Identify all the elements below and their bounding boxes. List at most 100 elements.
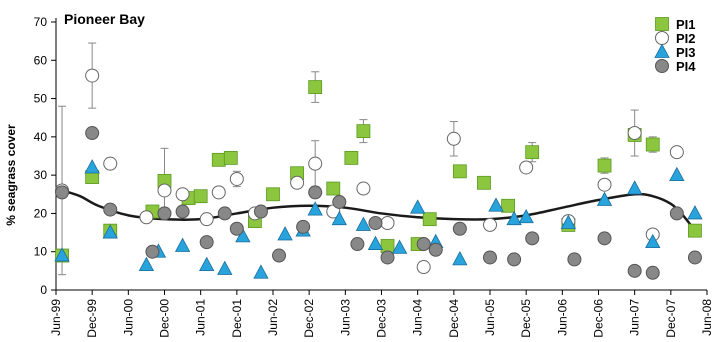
data-point-pi4 [567, 252, 582, 267]
x-tick-label: Jun-07 [628, 299, 642, 336]
data-point-pi4 [350, 237, 365, 252]
data-point-pi4 [332, 194, 347, 209]
y-axis-label: % seagrass cover [4, 124, 18, 226]
data-point-pi4 [483, 250, 497, 265]
legend-item-pi4: PI4 [655, 59, 696, 74]
data-point-pi4 [272, 248, 287, 263]
data-point-pi1 [501, 198, 515, 213]
data-point-pi1 [688, 223, 702, 238]
legend-item-pi3: PI3 [654, 43, 696, 60]
data-point-pi1 [597, 158, 612, 173]
data-point-pi1 [452, 164, 467, 179]
data-point-pi4 [507, 252, 522, 267]
series-pi4 [55, 126, 702, 280]
x-tick-label: Dec-06 [592, 299, 606, 338]
x-tick-label: Jun-00 [121, 299, 135, 336]
data-point-pi2 [175, 187, 190, 202]
data-point-pi3 [217, 260, 233, 275]
data-point-pi2 [85, 68, 100, 83]
data-point-pi1 [356, 124, 371, 139]
data-point-pi2 [308, 156, 323, 171]
data-point-pi2 [157, 183, 172, 198]
x-tick-label: Jun-01 [194, 299, 208, 336]
data-point-pi3 [235, 228, 251, 243]
legend-label-pi1: PI1 [676, 17, 696, 32]
data-point-pi1 [422, 212, 437, 227]
data-point-pi3 [174, 237, 191, 252]
y-tick-label: 50 [34, 92, 48, 106]
data-point-pi3 [355, 216, 372, 231]
legend-item-pi2: PI2 [655, 31, 696, 46]
data-points [54, 68, 703, 280]
data-point-pi4 [103, 202, 118, 217]
y-tick-label: 30 [34, 168, 48, 182]
data-point-pi3 [506, 210, 522, 226]
legend-label-pi2: PI2 [676, 31, 696, 46]
series-pi2 [55, 68, 684, 275]
data-point-pi4 [157, 206, 172, 221]
x-tick-label: Dec-01 [230, 299, 244, 338]
data-point-pi3 [54, 247, 70, 262]
data-point-pi2 [627, 126, 642, 141]
y-tick-label: 70 [34, 15, 48, 29]
data-point-pi1 [344, 151, 359, 165]
legend-label-pi3: PI3 [676, 45, 696, 60]
data-point-pi1 [223, 151, 238, 165]
data-point-pi4 [669, 206, 684, 221]
data-point-pi1 [326, 181, 341, 196]
x-tick-label: Dec-03 [375, 299, 389, 338]
legend-marker-pi2 [655, 31, 669, 45]
data-point-pi4 [85, 126, 100, 141]
data-point-pi2 [103, 156, 118, 171]
data-point-pi4 [308, 185, 323, 200]
data-point-pi4 [687, 250, 702, 265]
data-point-pi4 [452, 221, 467, 236]
data-point-pi3 [669, 166, 685, 182]
data-point-pi2 [597, 177, 612, 192]
data-point-pi4 [380, 250, 395, 265]
x-tick-label: Jun-08 [700, 299, 714, 336]
data-point-pi4 [428, 242, 443, 257]
x-tick-label: Jun-99 [49, 299, 63, 336]
data-point-pi4 [627, 263, 642, 278]
data-point-pi3 [367, 235, 384, 250]
legend-marker-pi4 [655, 59, 669, 73]
data-point-pi3 [488, 197, 504, 212]
data-point-pi1 [211, 152, 226, 167]
data-point-pi4 [217, 206, 232, 221]
x-tick-label: Dec-99 [85, 299, 99, 338]
y-tick-label: 0 [40, 283, 47, 297]
data-point-pi2 [416, 260, 431, 275]
y-tick-label: 10 [34, 245, 48, 259]
data-point-pi4 [175, 204, 190, 219]
data-point-pi2 [290, 175, 305, 190]
data-point-pi4 [145, 244, 160, 259]
legend-marker-pi3 [654, 43, 670, 58]
data-point-pi2 [483, 217, 497, 232]
data-point-pi3 [687, 205, 703, 220]
x-tick-label: Jun-02 [266, 299, 280, 336]
data-point-pi4 [229, 221, 244, 236]
data-point-pi3 [452, 251, 468, 266]
data-point-pi3 [84, 159, 100, 174]
data-point-pi3 [331, 210, 347, 226]
data-point-pi1 [477, 175, 491, 190]
data-point-pi3 [409, 199, 426, 214]
x-tick-label: Dec-00 [158, 299, 172, 338]
legend-item-pi1: PI1 [655, 17, 696, 32]
x-tick-label: Jun-04 [411, 299, 425, 336]
data-point-pi3 [253, 264, 269, 279]
x-tick-label: Jun-05 [483, 299, 497, 336]
data-point-pi1 [525, 145, 540, 160]
y-tick-label: 40 [34, 130, 48, 144]
data-point-pi4 [368, 216, 383, 230]
data-point-pi2 [229, 171, 244, 186]
x-tick-label: Jun-03 [338, 299, 352, 336]
data-point-pi3 [626, 180, 643, 195]
data-point-pi3 [102, 224, 118, 239]
x-tick-label: Jun-06 [555, 299, 569, 336]
x-tick-label: Dec-02 [302, 299, 316, 338]
